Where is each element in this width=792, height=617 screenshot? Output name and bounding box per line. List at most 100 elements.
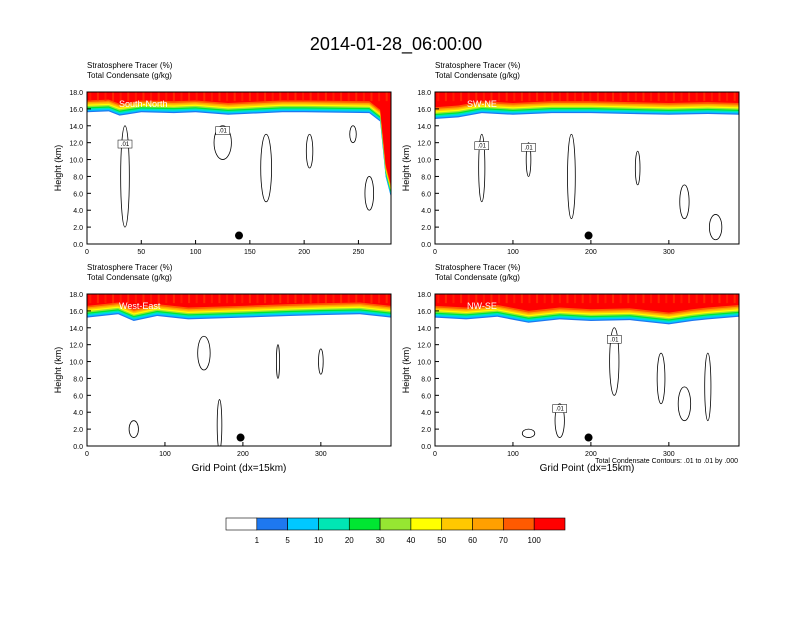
panel-title-line: Stratosphere Tracer (%): [435, 263, 521, 272]
tracer-streak: [596, 294, 599, 304]
x-tick-label: 0: [433, 249, 437, 256]
tracer-streak: [657, 294, 660, 304]
colorbar-box: [287, 517, 319, 531]
y-tick-label: 2.0: [73, 225, 83, 232]
y-tick-label: 6.0: [73, 191, 83, 198]
tracer-streak: [127, 294, 130, 304]
y-tick-label: 16.0: [417, 309, 431, 316]
tracer-streak: [520, 92, 523, 102]
tracer-streak: [710, 92, 713, 102]
tracer-streak: [665, 92, 668, 102]
panel-title-line: Total Condensate (g/kg): [435, 71, 520, 80]
contour-line: [704, 352, 712, 422]
plot-area: [435, 92, 739, 244]
y-tick-label: 0.0: [73, 242, 83, 249]
panels: 0.0 2.0 4.0 6.0 8.0 10.0 12.0 14.0 16.0 18.0 0 50 10…: [53, 61, 740, 474]
y-tick-label: 10.0: [69, 360, 83, 367]
tracer-streak: [536, 92, 539, 102]
colorbar-label: 60: [468, 536, 477, 545]
panel-title-line: Stratosphere Tracer (%): [87, 263, 173, 272]
tracer-streak: [718, 92, 721, 102]
tracer-streak: [437, 294, 440, 304]
y-tick-label: 8.0: [421, 174, 431, 181]
tracer-streak: [695, 294, 698, 304]
contour-line: [708, 214, 723, 241]
tracer-streak: [309, 294, 312, 304]
tracer-streak: [355, 294, 358, 304]
tracer-streak: [96, 92, 99, 102]
condensate-contours: [120, 125, 375, 228]
colorbar-box: [503, 517, 535, 531]
tracer-streak: [385, 294, 388, 304]
contour-label-box: [521, 143, 536, 152]
tracer-streak: [733, 92, 736, 102]
tracer-streak: [551, 92, 554, 102]
x-tick-label: 200: [298, 249, 310, 256]
tracer-streak: [444, 92, 447, 102]
tracer-streak: [467, 294, 470, 304]
plot-frame: [434, 91, 740, 245]
y-tick-label: 18.0: [69, 90, 83, 97]
condensate-contours: [478, 133, 723, 241]
tracer-streak: [513, 294, 516, 304]
y-tick-label: 18.0: [69, 292, 83, 299]
tracer-streak: [119, 294, 122, 304]
colorbar-label: 20: [345, 536, 354, 545]
tracer-streak: [665, 294, 668, 304]
tracer-streak: [574, 294, 577, 304]
tracer-streak: [718, 294, 721, 304]
tracer-streak: [733, 294, 736, 304]
condensate-contours: [128, 335, 324, 446]
tracer-streak: [589, 294, 592, 304]
tracer-streak: [612, 92, 615, 102]
location-marker: [584, 433, 593, 442]
tracer-streak: [460, 92, 463, 102]
contour-label: .01: [121, 142, 130, 148]
contour-label-box: [552, 404, 567, 413]
inset-label: South-North: [119, 99, 168, 109]
tracer-streak: [279, 294, 282, 304]
tracer-streak: [619, 294, 622, 304]
x-tick-label: 100: [507, 451, 519, 458]
tracer-streak: [558, 92, 561, 102]
x-tick-label: 300: [663, 451, 675, 458]
tracer-streak: [482, 294, 485, 304]
y-tick-label: 14.0: [69, 326, 83, 333]
tracer-streak: [150, 294, 153, 304]
tracer-streak: [452, 92, 455, 102]
tracer-fill: [435, 92, 739, 120]
tracer-streak: [378, 92, 381, 102]
tracer-streak: [634, 92, 637, 102]
tracer-streak: [619, 92, 622, 102]
tracer-streak: [218, 294, 221, 304]
tracer-streak: [680, 294, 683, 304]
tracer-streak: [385, 92, 388, 102]
y-axis-label: Height (km): [401, 145, 411, 192]
tracer-streak: [604, 294, 607, 304]
contour-line: [128, 420, 139, 438]
tracer-streak: [165, 92, 168, 102]
y-tick-label: 10.0: [69, 158, 83, 165]
tracer-streak: [317, 92, 320, 102]
tracer-streak: [332, 92, 335, 102]
tracer-streak: [467, 92, 470, 102]
x-tick-label: 300: [663, 249, 675, 256]
tracer-streak: [89, 294, 92, 304]
contour-line: [609, 327, 620, 396]
colorbar-box: [472, 517, 504, 531]
tracer-streak: [286, 92, 289, 102]
panel-title-line: Total Condensate (g/kg): [435, 273, 520, 282]
tracer-streak: [688, 92, 691, 102]
tracer-streak: [566, 294, 569, 304]
tracer-streak: [574, 92, 577, 102]
y-tick-label: 4.0: [421, 208, 431, 215]
tracer-fill: [87, 294, 391, 322]
tracer-band-10: [87, 294, 391, 310]
contour-line: [567, 133, 576, 220]
tracer-streak: [370, 92, 373, 102]
tracer-streak: [543, 92, 546, 102]
tracer-streak: [302, 294, 305, 304]
tracer-streak: [505, 294, 508, 304]
y-tick-label: 6.0: [73, 393, 83, 400]
